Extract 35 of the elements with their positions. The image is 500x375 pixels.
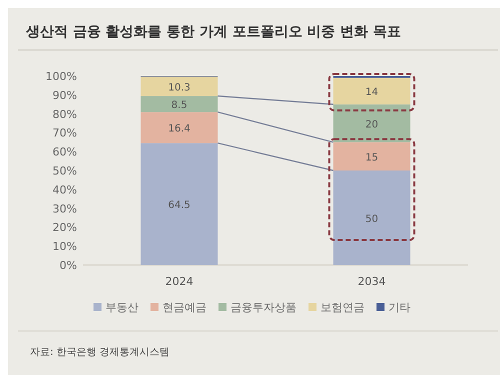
data-label: 15 bbox=[365, 152, 378, 164]
y-tick-label: 10% bbox=[52, 240, 77, 254]
bar bbox=[140, 143, 218, 265]
data-label: 10.3 bbox=[168, 82, 190, 94]
y-tick-label: 0% bbox=[60, 259, 77, 272]
y-tick-label: 30% bbox=[52, 202, 77, 216]
y-tick-label: 90% bbox=[52, 88, 77, 102]
bar bbox=[333, 170, 410, 265]
data-label: 64.5 bbox=[168, 200, 190, 212]
data-label: 20 bbox=[365, 119, 378, 130]
data-label: 8.5 bbox=[171, 100, 188, 112]
legend-label: 보험연금 bbox=[320, 301, 364, 314]
y-tick-label: 80% bbox=[52, 108, 77, 121]
bar bbox=[333, 142, 410, 170]
y-tick-label: 70% bbox=[52, 126, 77, 140]
legend-label: 기타 bbox=[388, 301, 410, 314]
y-tick-label: 40% bbox=[52, 183, 77, 196]
x-tick-label: 2034 bbox=[358, 275, 386, 288]
legend-label: 현금예금 bbox=[162, 301, 206, 314]
chart-title: 생산적 금융 활성화를 통한 가계 포트폴리오 비중 변화 목표 bbox=[25, 24, 401, 40]
y-tick-label: 20% bbox=[52, 221, 77, 234]
bar bbox=[140, 96, 218, 112]
bar bbox=[333, 104, 410, 142]
data-label: 14 bbox=[365, 87, 378, 98]
x-tick-label: 2024 bbox=[165, 275, 194, 288]
y-tick-label: 100% bbox=[46, 70, 77, 83]
legend-label: 금융투자상품 bbox=[230, 301, 296, 314]
legend-label: 부동산 bbox=[106, 301, 138, 314]
text: 자료: 한국은행 경제통계시스템 bbox=[30, 347, 170, 358]
bar bbox=[140, 76, 218, 96]
data-label: 16.4 bbox=[168, 124, 190, 135]
y-tick-label: 60% bbox=[52, 146, 77, 159]
y-tick-label: 50% bbox=[52, 164, 77, 178]
bar bbox=[140, 112, 218, 144]
data-label: 50 bbox=[365, 214, 378, 225]
